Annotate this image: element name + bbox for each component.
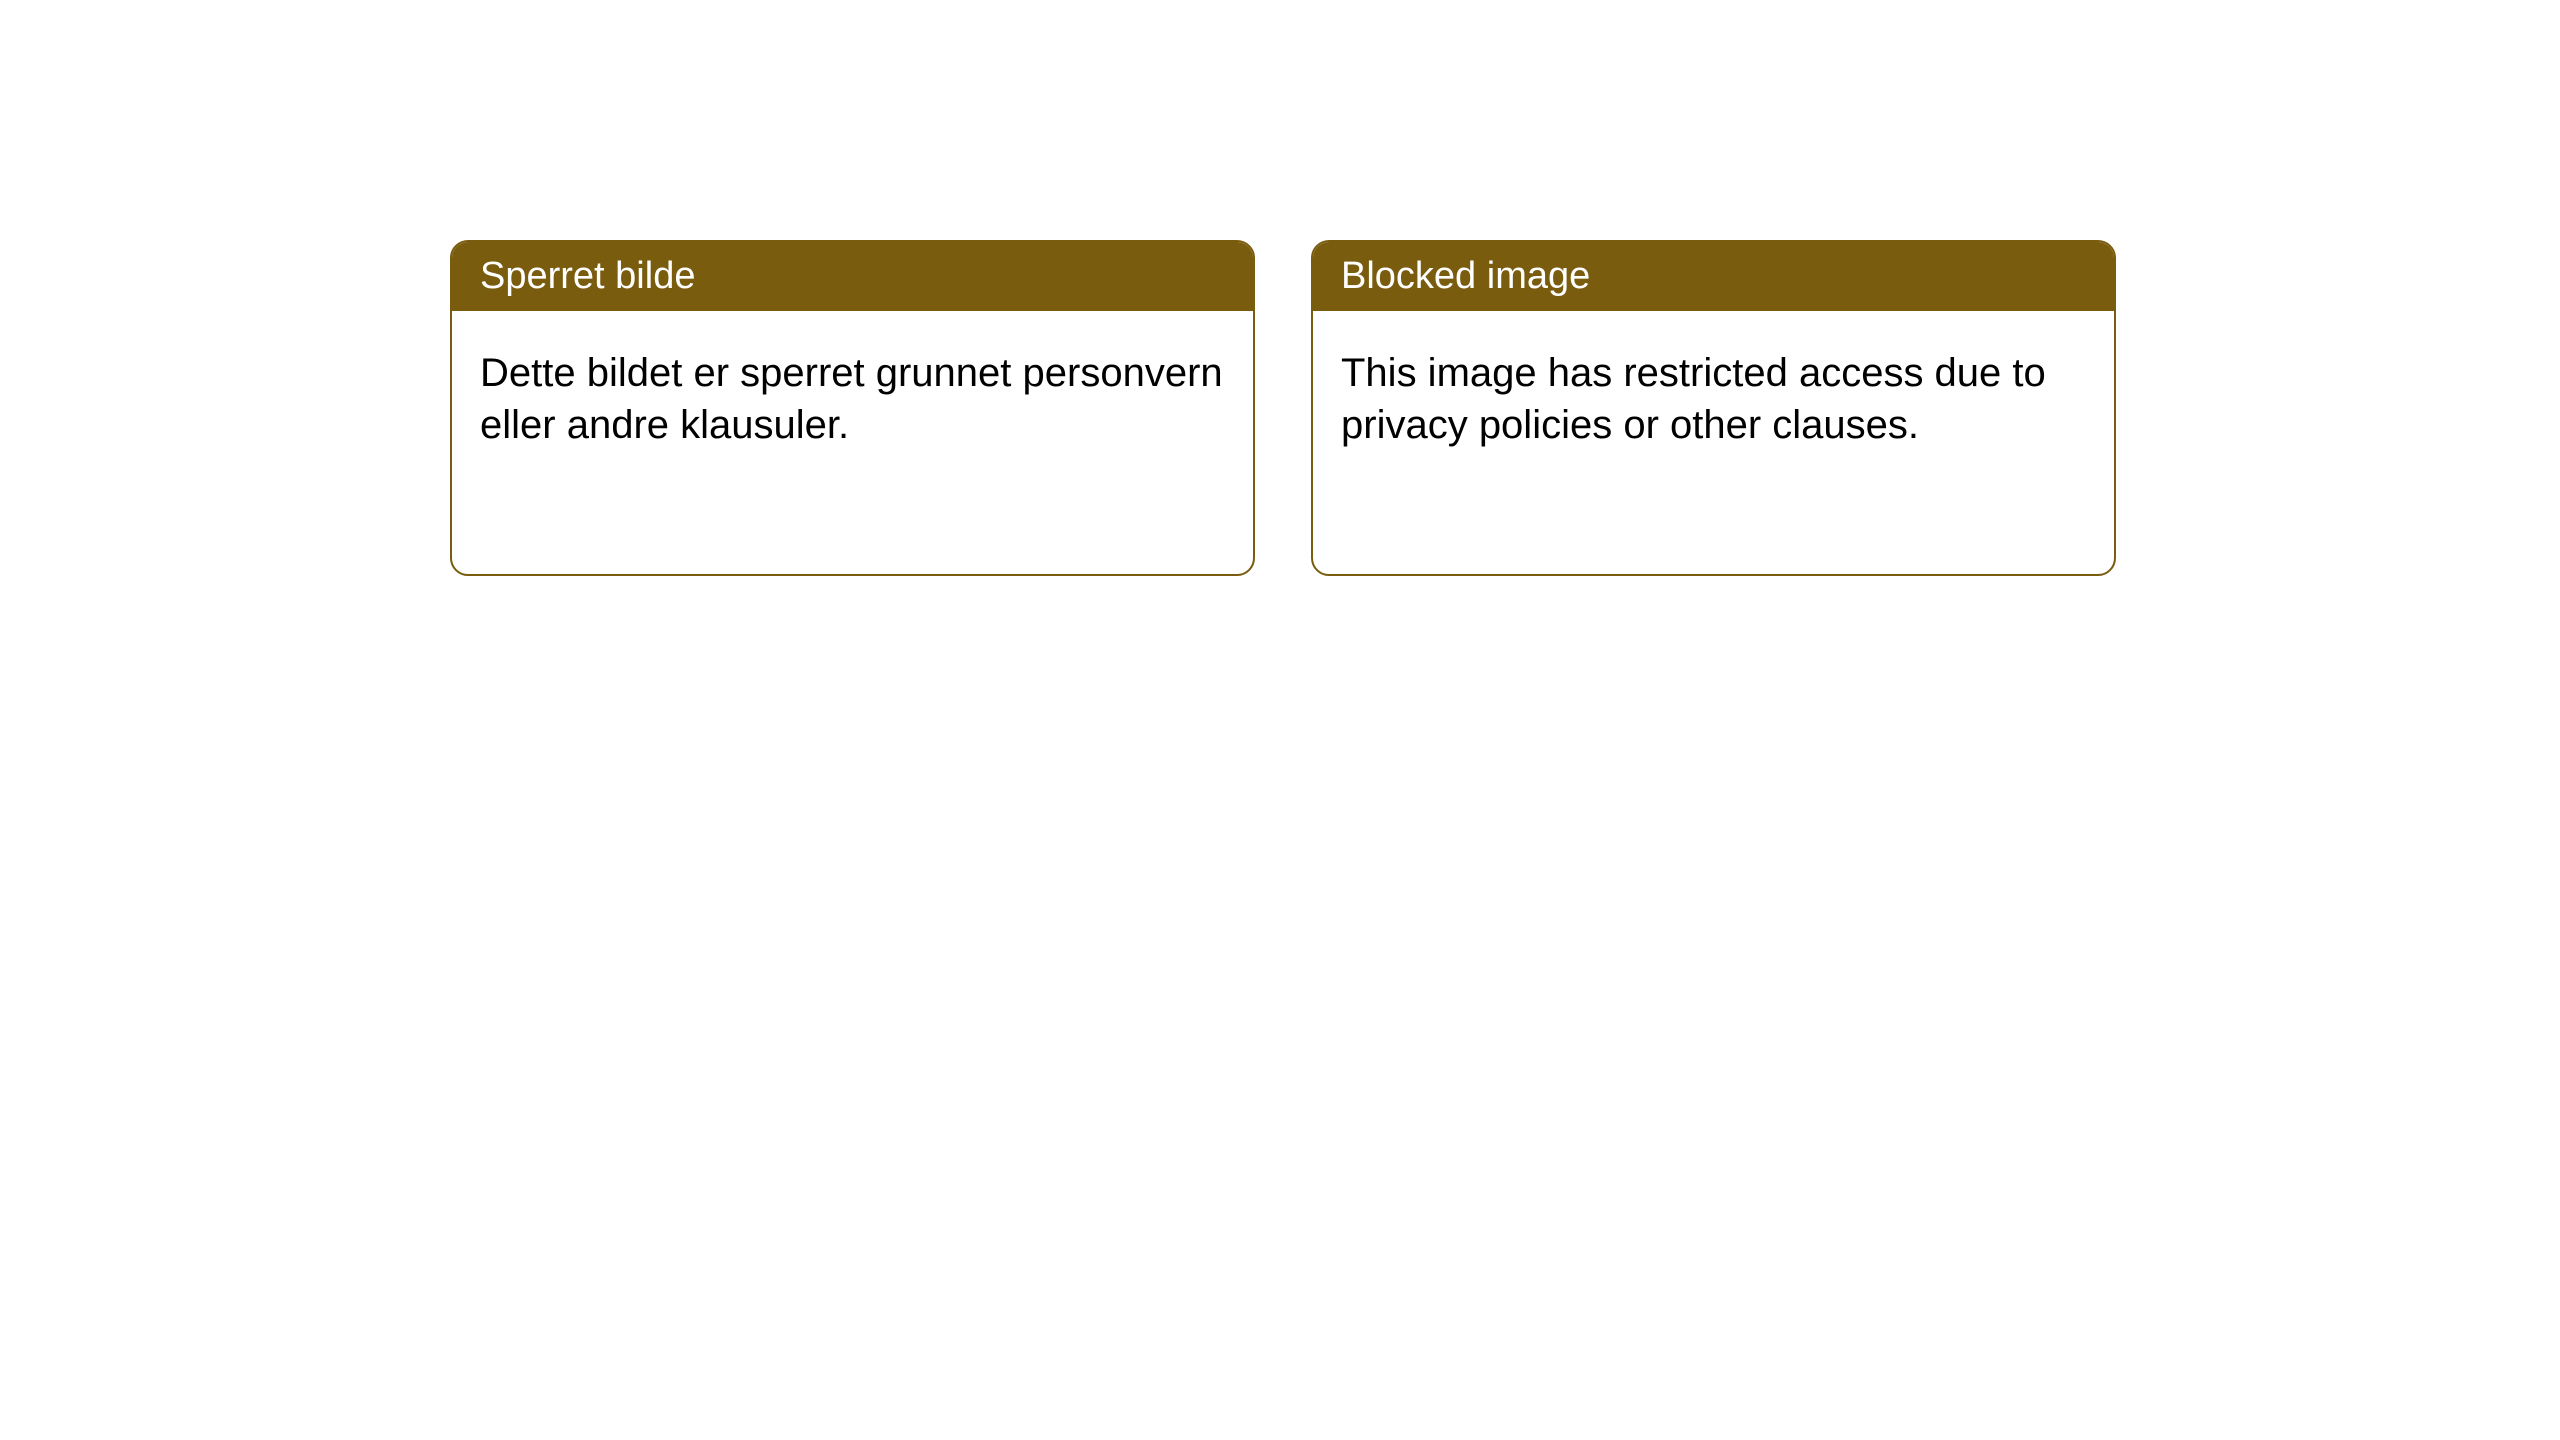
notice-body-text: This image has restricted access due to … (1341, 351, 2046, 447)
notice-title: Blocked image (1341, 255, 1590, 297)
notice-header: Blocked image (1313, 242, 2114, 311)
notice-body-text: Dette bildet er sperret grunnet personve… (480, 351, 1223, 447)
notice-box-norwegian: Sperret bilde Dette bildet er sperret gr… (450, 240, 1255, 576)
notice-body: Dette bildet er sperret grunnet personve… (452, 311, 1253, 487)
notice-container: Sperret bilde Dette bildet er sperret gr… (0, 0, 2560, 576)
notice-body: This image has restricted access due to … (1313, 311, 2114, 487)
notice-title: Sperret bilde (480, 255, 695, 297)
notice-header: Sperret bilde (452, 242, 1253, 311)
notice-box-english: Blocked image This image has restricted … (1311, 240, 2116, 576)
